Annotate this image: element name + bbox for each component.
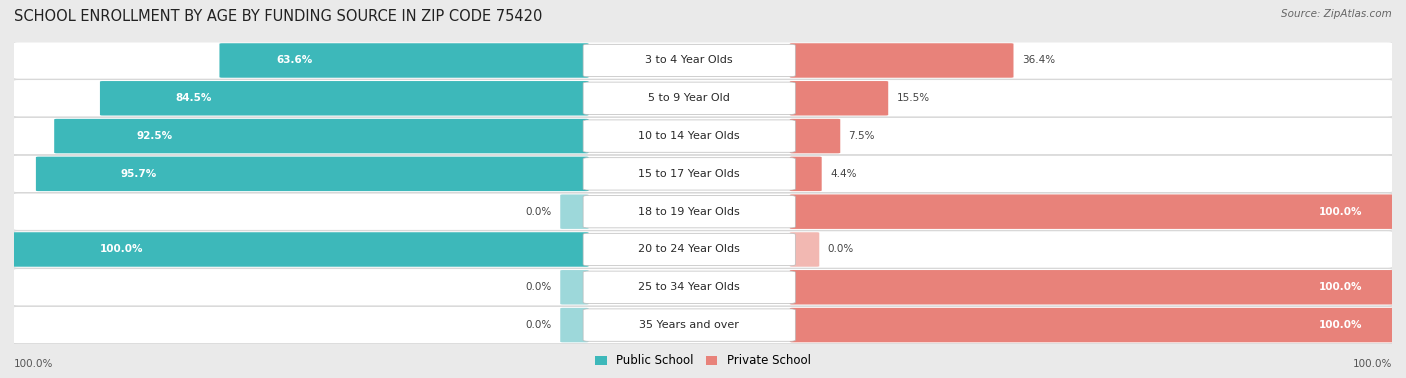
Text: 100.0%: 100.0% (1319, 320, 1362, 330)
Text: 92.5%: 92.5% (136, 131, 173, 141)
FancyBboxPatch shape (790, 156, 821, 191)
FancyBboxPatch shape (583, 233, 796, 266)
Text: 15.5%: 15.5% (897, 93, 929, 103)
FancyBboxPatch shape (11, 232, 589, 267)
Text: 7.5%: 7.5% (849, 131, 875, 141)
FancyBboxPatch shape (100, 81, 589, 116)
FancyBboxPatch shape (790, 270, 1395, 305)
FancyBboxPatch shape (583, 82, 796, 115)
Text: 36.4%: 36.4% (1022, 56, 1054, 65)
Text: 95.7%: 95.7% (121, 169, 157, 179)
FancyBboxPatch shape (790, 43, 1014, 78)
Text: 5 to 9 Year Old: 5 to 9 Year Old (648, 93, 730, 103)
Text: 100.0%: 100.0% (14, 359, 53, 369)
Text: 63.6%: 63.6% (277, 56, 314, 65)
Text: 0.0%: 0.0% (526, 320, 553, 330)
Text: 100.0%: 100.0% (1319, 207, 1362, 217)
Text: 100.0%: 100.0% (1319, 282, 1362, 292)
FancyBboxPatch shape (790, 308, 1395, 342)
FancyBboxPatch shape (560, 194, 589, 229)
Text: SCHOOL ENROLLMENT BY AGE BY FUNDING SOURCE IN ZIP CODE 75420: SCHOOL ENROLLMENT BY AGE BY FUNDING SOUR… (14, 9, 543, 25)
FancyBboxPatch shape (790, 232, 820, 267)
Text: 20 to 24 Year Olds: 20 to 24 Year Olds (638, 245, 740, 254)
FancyBboxPatch shape (560, 270, 589, 305)
FancyBboxPatch shape (37, 156, 589, 191)
Text: 100.0%: 100.0% (100, 245, 143, 254)
FancyBboxPatch shape (13, 231, 1393, 268)
Text: 0.0%: 0.0% (526, 207, 553, 217)
Text: 0.0%: 0.0% (526, 282, 553, 292)
FancyBboxPatch shape (13, 193, 1393, 230)
FancyBboxPatch shape (13, 269, 1393, 306)
FancyBboxPatch shape (583, 309, 796, 341)
FancyBboxPatch shape (219, 43, 589, 78)
FancyBboxPatch shape (583, 158, 796, 190)
FancyBboxPatch shape (13, 155, 1393, 192)
FancyBboxPatch shape (13, 42, 1393, 79)
FancyBboxPatch shape (790, 119, 841, 153)
Text: Source: ZipAtlas.com: Source: ZipAtlas.com (1281, 9, 1392, 19)
FancyBboxPatch shape (560, 308, 589, 342)
FancyBboxPatch shape (13, 118, 1393, 155)
Text: 25 to 34 Year Olds: 25 to 34 Year Olds (638, 282, 740, 292)
FancyBboxPatch shape (55, 119, 589, 153)
FancyBboxPatch shape (13, 307, 1393, 344)
Text: 35 Years and over: 35 Years and over (640, 320, 740, 330)
FancyBboxPatch shape (13, 80, 1393, 117)
Text: 0.0%: 0.0% (828, 245, 853, 254)
FancyBboxPatch shape (583, 44, 796, 77)
FancyBboxPatch shape (583, 195, 796, 228)
Text: 10 to 14 Year Olds: 10 to 14 Year Olds (638, 131, 740, 141)
FancyBboxPatch shape (583, 271, 796, 304)
Text: 4.4%: 4.4% (830, 169, 856, 179)
Text: 18 to 19 Year Olds: 18 to 19 Year Olds (638, 207, 740, 217)
FancyBboxPatch shape (790, 81, 889, 116)
FancyBboxPatch shape (790, 194, 1395, 229)
Text: 84.5%: 84.5% (176, 93, 211, 103)
Text: 15 to 17 Year Olds: 15 to 17 Year Olds (638, 169, 740, 179)
Text: 100.0%: 100.0% (1353, 359, 1392, 369)
Legend: Public School, Private School: Public School, Private School (591, 350, 815, 372)
Text: 3 to 4 Year Olds: 3 to 4 Year Olds (645, 56, 733, 65)
FancyBboxPatch shape (583, 120, 796, 152)
